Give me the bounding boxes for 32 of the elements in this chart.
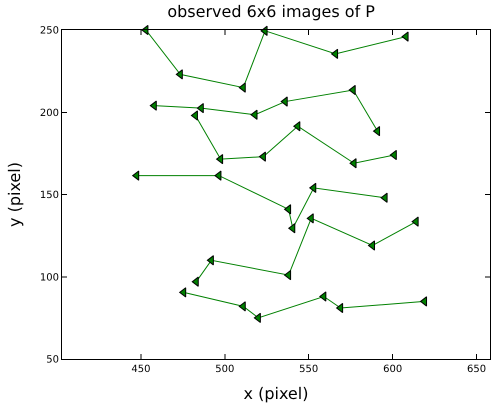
point (284, 204, 292, 214)
point (216, 154, 224, 164)
point (196, 103, 204, 114)
point (192, 276, 199, 287)
y-tick-label: 50 (46, 354, 59, 366)
point (331, 48, 338, 59)
point (306, 213, 314, 224)
x-tick-label: 550 (299, 364, 318, 375)
point (373, 126, 380, 136)
point (288, 223, 296, 234)
y-axis-title: y (pixel) (4, 162, 24, 227)
point (258, 152, 266, 162)
y-tick-label: 250 (40, 26, 59, 36)
point (350, 158, 357, 168)
point (150, 100, 157, 111)
point (412, 216, 419, 227)
y-tick-label: 150 (40, 190, 59, 201)
point (250, 110, 258, 120)
x-tick-label: 600 (383, 364, 402, 375)
point (206, 255, 214, 266)
x-tick-label: 650 (467, 364, 486, 375)
chart-title: observed 6x6 images of P (167, 2, 376, 22)
point (380, 192, 388, 203)
x-tick-label: 450 (131, 364, 150, 375)
y-tick-label: 200 (40, 108, 59, 119)
x-axis-title: x (pixel) (244, 384, 308, 403)
point (254, 312, 261, 323)
x-tick-label: 500 (215, 364, 234, 375)
y-tick-label: 100 (40, 272, 59, 284)
point (179, 287, 186, 298)
point (293, 121, 300, 132)
point (238, 301, 246, 312)
